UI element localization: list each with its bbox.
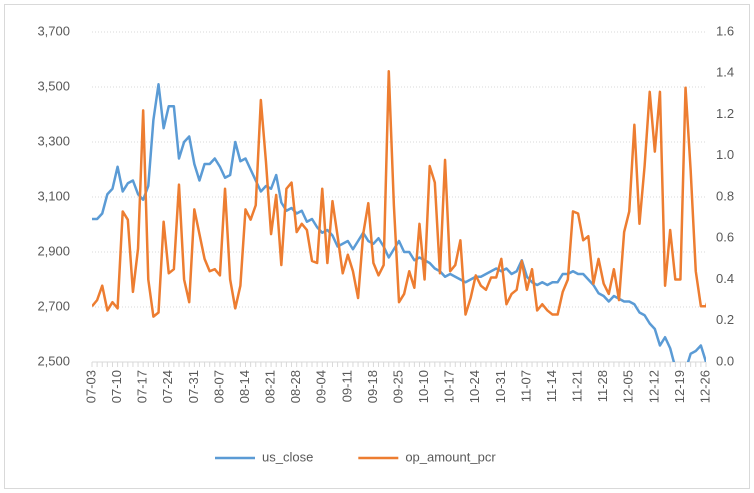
x-tick-label: 07-31 <box>186 370 201 403</box>
x-tick-label: 10-31 <box>493 370 508 403</box>
x-tick-label: 09-18 <box>365 370 380 403</box>
x-tick-label: 08-21 <box>263 370 278 403</box>
x-tick-label: 11-07 <box>518 370 533 402</box>
x-tick-label: 07-17 <box>135 370 150 403</box>
x-tick-label: 08-14 <box>237 370 252 403</box>
y2-tick-label: 0.2 <box>716 312 734 327</box>
x-tick-label: 09-11 <box>339 370 354 402</box>
x-tick-label: 12-26 <box>697 370 712 403</box>
x-tick-label: 12-05 <box>621 370 636 403</box>
x-tick-label: 07-03 <box>83 370 98 403</box>
y2-tick-label: 0.4 <box>716 271 734 286</box>
chart-border <box>4 4 750 489</box>
x-tick-label: 09-04 <box>314 370 329 403</box>
x-tick-label: 10-17 <box>442 370 457 403</box>
x-tick-label: 08-28 <box>288 370 303 403</box>
y-tick-label: 2,700 <box>37 298 70 313</box>
x-tick-label: 11-14 <box>544 370 559 402</box>
x-tick-label: 09-25 <box>390 370 405 403</box>
y-tick-label: 3,700 <box>37 23 70 38</box>
x-tick-label: 12-12 <box>646 370 661 403</box>
y2-tick-label: 1.4 <box>716 65 734 80</box>
y2-tick-label: 1.2 <box>716 106 734 121</box>
x-tick-label: 08-07 <box>211 370 226 403</box>
y-tick-label: 3,100 <box>37 188 70 203</box>
y2-tick-label: 1.6 <box>716 23 734 38</box>
y-tick-label: 2,900 <box>37 243 70 258</box>
x-tick-label: 07-24 <box>160 370 175 403</box>
legend-label: us_close <box>262 449 313 464</box>
y2-tick-label: 1.0 <box>716 147 734 162</box>
x-tick-label: 10-10 <box>416 370 431 403</box>
y-tick-label: 3,500 <box>37 78 70 93</box>
y-tick-label: 2,500 <box>37 353 70 368</box>
y-tick-label: 3,300 <box>37 133 70 148</box>
x-tick-label: 10-24 <box>467 370 482 403</box>
series-line <box>92 69 706 318</box>
y2-tick-label: 0.6 <box>716 230 734 245</box>
series-line <box>92 83 706 362</box>
x-tick-label: 11-28 <box>595 370 610 402</box>
y2-tick-label: 0.0 <box>716 353 734 368</box>
x-tick-label: 07-10 <box>109 370 124 403</box>
x-tick-label: 11-21 <box>570 370 585 402</box>
legend-label: op_amount_pcr <box>405 449 496 464</box>
y2-tick-label: 0.8 <box>716 188 734 203</box>
x-tick-label: 12-19 <box>672 370 687 403</box>
